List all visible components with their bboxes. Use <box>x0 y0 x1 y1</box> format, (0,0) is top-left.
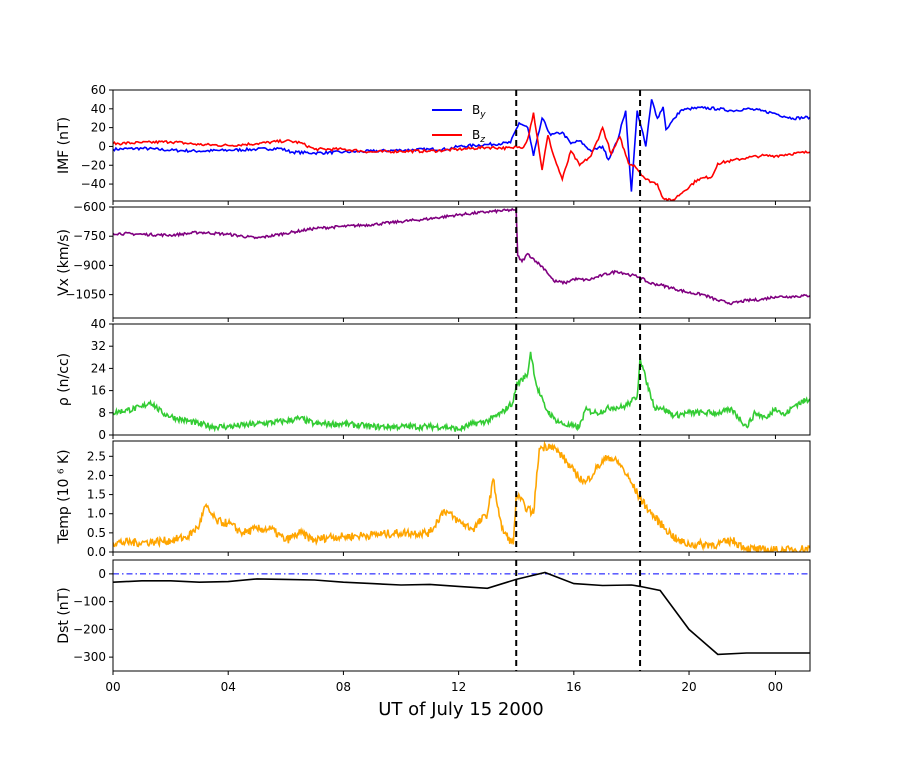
legend-label: Bz <box>472 128 485 145</box>
y-tick-label: 20 <box>91 121 106 135</box>
chart-panels: 60 40 20 0 −20 −40 IMF (nT) By Bz −600 −750 −900 −10… <box>56 83 811 694</box>
y-tick-label: 0.5 <box>87 526 106 540</box>
x-tick-label: 00 <box>105 680 120 694</box>
y-tick-label: 8 <box>98 406 106 420</box>
panel-frame <box>112 440 811 553</box>
y-tick-label: 40 <box>91 317 106 331</box>
y-tick-label: 40 <box>91 102 106 116</box>
y-tick-label: −750 <box>73 229 106 243</box>
series-line-Vx <box>113 207 810 306</box>
legend: By Bz <box>432 103 486 145</box>
x-tick-label: 04 <box>221 680 236 694</box>
y-tick-label: 1.0 <box>87 507 106 521</box>
y-tick-label: −1050 <box>65 288 106 302</box>
y-tick-label: 24 <box>91 361 106 375</box>
series-line-Temp <box>113 441 810 552</box>
y-tick-label: 2.0 <box>87 468 106 482</box>
legend-label: By <box>472 103 486 120</box>
series-line-rho <box>113 351 810 433</box>
y-tick-label: −100 <box>73 595 106 609</box>
x-axis-label: UT of July 15 2000 <box>378 699 544 720</box>
y-tick-label: 0 <box>98 139 106 153</box>
y-axis-label-vx: Vx (km/s) <box>56 229 72 296</box>
series-line-Bz <box>113 112 810 201</box>
panel-temp: 2.5 2.0 1.5 1.0 0.5 0.0 Temp (10 ⁶ K) <box>56 440 811 559</box>
x-tick-label: 00 <box>768 680 783 694</box>
y-axis-label-imf: IMF (nT) <box>56 117 72 174</box>
panel-rho: 40 32 24 16 8 0 ρ (n/cc) <box>56 317 811 442</box>
y-tick-label: 1.5 <box>87 488 106 502</box>
panel-frame <box>112 323 811 436</box>
panel-imf: 60 40 20 0 −20 −40 IMF (nT) By Bz <box>56 83 811 205</box>
y-tick-label: 2.5 <box>87 449 106 463</box>
y-axis-label-temp: Temp (10 ⁶ K) <box>56 449 72 544</box>
y-tick-label: −900 <box>73 258 106 272</box>
x-tick-label: 08 <box>336 680 351 694</box>
series-line-By <box>113 99 810 192</box>
panel-frame <box>112 559 811 672</box>
panel-frame <box>112 206 811 319</box>
y-tick-label: 0.0 <box>87 545 106 559</box>
y-tick-label: 32 <box>91 339 106 353</box>
y-tick-label: 0 <box>98 428 106 442</box>
y-tick-label: 60 <box>91 83 106 97</box>
y-tick-label: −300 <box>73 650 106 664</box>
y-tick-label: −40 <box>81 177 106 191</box>
x-tick-label: 12 <box>451 680 466 694</box>
series-line-Dst <box>113 571 810 656</box>
y-tick-label: −20 <box>81 158 106 172</box>
x-tick-label: 16 <box>566 680 581 694</box>
panel-dst: 0 −100 −200 −300 00 04 08 12 16 20 00 Dst (nT) <box>56 559 811 694</box>
x-tick-label: 20 <box>681 680 696 694</box>
y-tick-label: 16 <box>91 384 106 398</box>
y-axis-label-rho: ρ (n/cc) <box>56 353 72 406</box>
y-tick-label: −600 <box>73 200 106 214</box>
y-axis-label-dst: Dst (nT) <box>56 587 72 643</box>
y-tick-label: 0 <box>98 567 106 581</box>
y-tick-label: −200 <box>73 622 106 636</box>
panel-frame <box>112 89 811 202</box>
